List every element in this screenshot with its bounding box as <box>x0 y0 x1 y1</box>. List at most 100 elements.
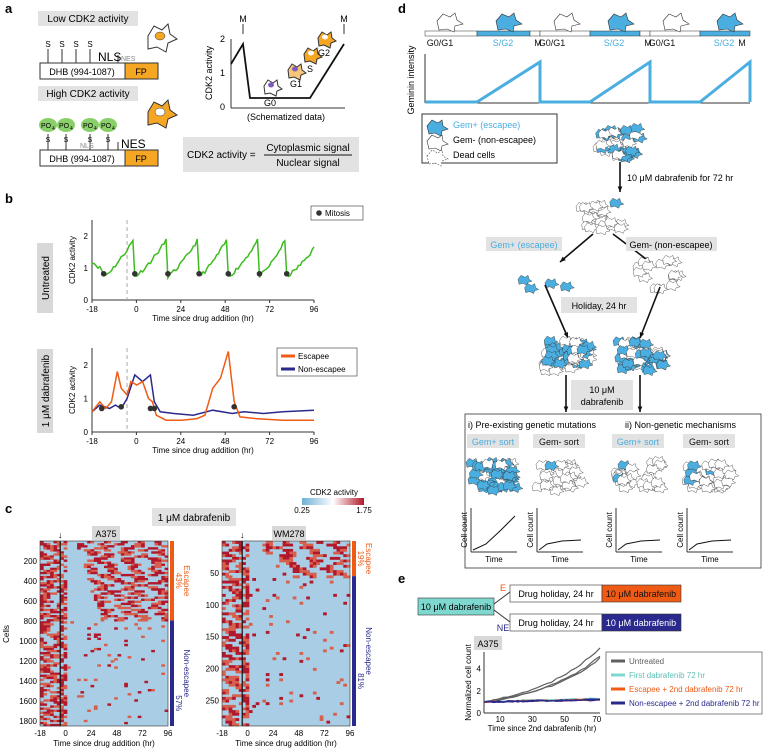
heat-cell <box>46 670 51 673</box>
heat-cell <box>50 645 54 649</box>
heat-cell <box>120 594 125 597</box>
heat-cell <box>137 549 142 552</box>
heat-cell <box>228 720 233 724</box>
heat-cell <box>164 584 169 587</box>
heat-cell <box>97 547 101 550</box>
heat-cell <box>60 723 64 727</box>
heat-cell <box>151 604 155 608</box>
heat-cell <box>56 691 61 694</box>
heat-cell <box>100 557 105 560</box>
heat-cell <box>232 723 236 727</box>
heat-cell <box>124 551 128 554</box>
heat-cell <box>100 545 105 548</box>
heat-cell <box>137 615 142 618</box>
po4-3: PO <box>83 123 94 130</box>
heat-cell <box>43 582 48 585</box>
heat-cell <box>127 588 132 591</box>
heat-cell <box>312 548 317 552</box>
mitosis-marker <box>100 270 107 277</box>
heat-cell <box>46 654 51 657</box>
heat-cell <box>232 622 236 626</box>
heat-cell <box>316 548 320 552</box>
heat-cell <box>117 617 122 620</box>
heat-cell <box>40 639 44 643</box>
heat-cell <box>43 575 48 579</box>
heat-cell <box>40 563 44 566</box>
heat-cell <box>151 689 155 692</box>
heat-cell <box>97 633 101 636</box>
heat-cell <box>63 608 68 612</box>
heat-cell <box>319 567 324 571</box>
heat-cell <box>242 667 246 671</box>
heat-cell <box>333 712 337 716</box>
heat-cell <box>46 666 51 669</box>
heat-cell <box>147 547 152 550</box>
po4-1: PO <box>41 123 52 130</box>
heat-cell <box>40 664 44 667</box>
heat-cell <box>110 660 115 663</box>
heat-cell <box>228 704 233 708</box>
heat-cell <box>87 559 91 562</box>
heat-cell <box>222 620 226 624</box>
heat-cell <box>50 691 54 694</box>
heat-cell <box>100 612 105 616</box>
heat-cell <box>50 619 54 622</box>
heat-cell <box>53 569 58 573</box>
heat-cell <box>232 615 236 618</box>
heat-cell <box>238 670 243 674</box>
heat-cell <box>90 590 95 593</box>
a375-xtick: -18 <box>34 729 46 738</box>
heat-cell <box>289 554 294 558</box>
heat-cell <box>130 608 135 612</box>
heat-cell <box>225 562 230 565</box>
heat-cell <box>222 689 226 692</box>
cycle-cell-icon <box>607 12 635 33</box>
heat-cell <box>312 562 317 565</box>
sort-box <box>467 434 519 448</box>
heat-cell <box>50 656 54 659</box>
heat-cell <box>56 586 61 589</box>
phase-s: S <box>307 64 313 74</box>
heat-cell <box>134 569 138 573</box>
heat-cell <box>309 562 314 565</box>
heat-cell <box>104 547 108 550</box>
heat-cell <box>238 633 243 637</box>
heat-cell <box>232 696 236 700</box>
heat-cell <box>130 559 135 562</box>
heat-cell <box>309 580 314 584</box>
heat-cell <box>87 627 91 630</box>
heat-cell <box>43 664 48 667</box>
heat-cell <box>43 604 48 608</box>
heat-cell <box>60 680 64 684</box>
dabrafenib-xtick: 0 <box>134 437 139 446</box>
heat-cell <box>245 609 250 613</box>
heat-cell <box>63 637 68 640</box>
heat-cell <box>228 712 233 716</box>
heat-cell <box>134 575 138 579</box>
heat-cell <box>151 551 155 554</box>
heat-cell <box>134 578 138 581</box>
heat-cell <box>63 543 68 546</box>
heat-cell <box>63 674 68 677</box>
heat-cell <box>56 639 61 643</box>
heat-cell <box>235 723 240 727</box>
cell-icon-g1 <box>287 63 308 81</box>
heat-cell <box>343 683 347 687</box>
heat-cell <box>63 621 68 624</box>
heat-cell <box>336 556 341 560</box>
heat-cell <box>242 636 246 639</box>
heat-cell <box>316 554 320 558</box>
heat-cell <box>228 599 233 602</box>
heat-cell <box>50 571 54 575</box>
heat-cell <box>56 606 61 610</box>
heat-cell <box>130 563 135 566</box>
heat-cell <box>242 707 246 711</box>
heat-cell <box>235 546 240 550</box>
heat-cell <box>80 691 85 694</box>
heat-cell <box>289 564 294 568</box>
sort-cell-icon <box>494 459 510 470</box>
heat-cell <box>60 709 64 712</box>
heat-cell <box>137 563 142 566</box>
heat-cell <box>222 696 226 700</box>
